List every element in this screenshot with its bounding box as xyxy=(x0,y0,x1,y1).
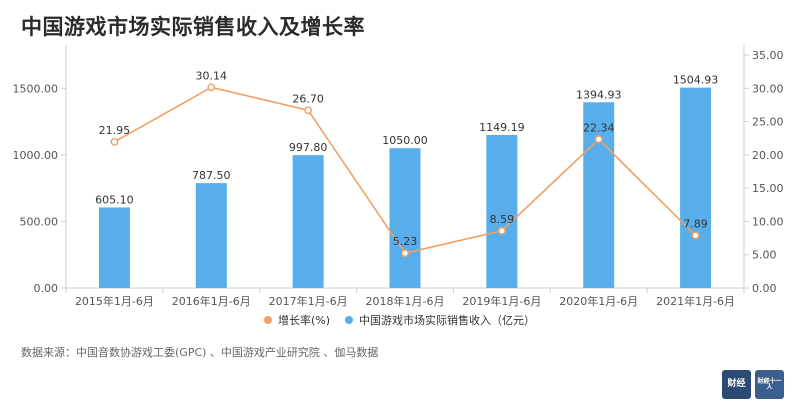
bar xyxy=(583,102,615,289)
legend-marker-revenue xyxy=(345,316,353,324)
bar-value-label: 787.50 xyxy=(192,169,231,182)
y-right-tick-label: 0.00 xyxy=(752,282,777,295)
data-labels: 605.10 787.50 997.80 1050.00 1149.19 1394.93 1… xyxy=(95,69,718,248)
y-right-tick-label: 30.00 xyxy=(752,82,784,95)
x-tick-label: 2019年1月-6月 xyxy=(462,294,541,308)
x-tick-label: 2021年1月-6月 xyxy=(656,294,735,308)
growth-value-label: 7.89 xyxy=(683,217,708,230)
bar-value-label: 997.80 xyxy=(289,141,328,154)
growth-point xyxy=(401,249,409,258)
growth-point xyxy=(691,231,700,240)
y-left-tick-label: 1500.00 xyxy=(13,82,59,95)
chart-title: 中国游戏市场实际销售收入及增长率 xyxy=(21,15,365,39)
y-right-tick-label: 5.00 xyxy=(752,249,777,262)
growth-point xyxy=(110,137,119,146)
caijing-eleven-logo: 財經十一人 xyxy=(755,370,784,399)
legend: 增长率(%) 中国游戏市场实际销售收入（亿元） xyxy=(264,313,535,327)
bar xyxy=(292,155,324,288)
growth-value-label: 21.95 xyxy=(99,124,131,137)
bar xyxy=(486,134,518,288)
y-left-tick-label: 1000.00 xyxy=(13,149,59,162)
y-right-tick-label: 25.00 xyxy=(752,116,784,129)
y-right-tick-label: 35.00 xyxy=(752,49,784,62)
y-right-tick-label: 20.00 xyxy=(752,149,784,162)
growth-point xyxy=(594,135,603,144)
x-tick-label: 2017年1月-6月 xyxy=(269,294,348,308)
line-series xyxy=(110,83,700,258)
legend-label-revenue: 中国游戏市场实际销售收入（亿元） xyxy=(359,313,535,327)
y-left-tick-label: 500.00 xyxy=(20,215,59,228)
source-note: 数据来源：中国音数协游戏工委(GPC) 、中国游戏产业研究院 、伽马数据 xyxy=(21,346,379,359)
bar xyxy=(98,207,130,288)
bar-series xyxy=(98,87,712,289)
growth-value-label: 26.70 xyxy=(292,92,324,105)
growth-value-label: 5.23 xyxy=(393,235,418,248)
caijing-logo: 财经 xyxy=(722,370,751,399)
growth-value-label: 22.34 xyxy=(583,121,615,134)
y-left-tick-label: 0.00 xyxy=(34,282,59,295)
bar xyxy=(389,148,421,288)
legend-marker-growth xyxy=(264,316,272,324)
legend-label-growth: 增长率(%) xyxy=(278,313,330,327)
x-tick-label: 2018年1月-6月 xyxy=(366,294,445,308)
bar-value-label: 1394.93 xyxy=(576,88,622,101)
axes: 0.00 500.00 1000.00 1500.00 0.00 5.00 10.00 15.… xyxy=(13,45,784,308)
bar xyxy=(195,183,227,288)
bar-value-label: 605.10 xyxy=(95,193,134,206)
growth-point xyxy=(207,83,216,92)
bar-value-label: 1504.93 xyxy=(673,74,719,87)
y-right-tick-label: 10.00 xyxy=(752,215,784,228)
growth-point xyxy=(304,106,313,115)
publisher-logos: 财经 財經十一人 xyxy=(722,370,784,399)
x-tick-label: 2016年1月-6月 xyxy=(172,294,251,308)
growth-value-label: 30.14 xyxy=(196,69,228,82)
y-right-tick-label: 15.00 xyxy=(752,182,784,195)
bar-value-label: 1050.00 xyxy=(382,134,428,147)
bar xyxy=(680,87,712,288)
x-tick-label: 2015年1月-6月 xyxy=(75,294,154,308)
growth-value-label: 8.59 xyxy=(490,213,515,226)
bar-value-label: 1149.19 xyxy=(479,121,525,134)
x-tick-label: 2020年1月-6月 xyxy=(559,294,638,308)
combo-chart: 0.00 500.00 1000.00 1500.00 0.00 5.00 10.00 15.… xyxy=(13,45,784,327)
growth-point xyxy=(497,226,506,235)
